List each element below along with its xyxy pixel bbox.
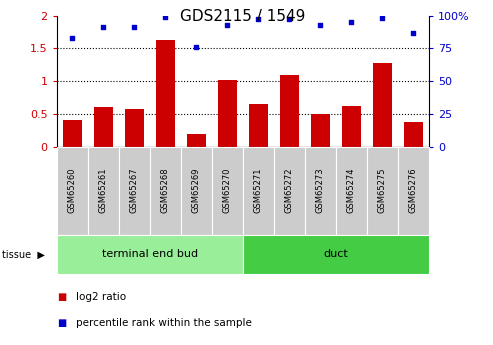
Bar [249,104,268,147]
Text: terminal end bud: terminal end bud [102,249,198,259]
Text: GSM65261: GSM65261 [99,168,108,213]
Bar [336,147,367,235]
Point [99,24,107,30]
Bar [125,109,143,147]
Text: ■: ■ [57,292,66,302]
Text: tissue  ▶: tissue ▶ [2,249,45,259]
Text: ■: ■ [57,318,66,327]
Text: log2 ratio: log2 ratio [76,292,127,302]
Point [223,22,231,28]
Bar [187,134,206,147]
Text: GSM65271: GSM65271 [254,168,263,213]
Point [348,19,355,25]
Text: GSM65274: GSM65274 [347,168,356,213]
Text: GSM65267: GSM65267 [130,168,139,214]
Bar [119,147,150,235]
Bar [181,147,212,235]
Text: GSM65272: GSM65272 [285,168,294,213]
Bar [94,107,112,147]
Point [254,17,262,22]
Text: GSM65273: GSM65273 [316,168,325,214]
Bar [311,114,330,147]
Bar [57,147,88,235]
Bar [367,147,398,235]
Bar [212,147,243,235]
Bar [150,147,181,235]
Text: GSM65270: GSM65270 [223,168,232,213]
Bar [63,120,81,147]
Bar [274,147,305,235]
Point [285,17,293,22]
Bar [243,235,429,274]
Bar [156,40,175,147]
Point [130,24,138,30]
Point [379,16,387,21]
Bar [373,63,391,147]
Bar [342,106,361,147]
Bar [218,80,237,147]
Text: duct: duct [323,249,348,259]
Text: percentile rank within the sample: percentile rank within the sample [76,318,252,327]
Text: GSM65268: GSM65268 [161,168,170,214]
Point [68,35,76,41]
Bar [398,147,429,235]
Point [161,14,169,20]
Point [192,44,200,50]
Point [317,22,324,28]
Text: GSM65276: GSM65276 [409,168,418,214]
Text: GDS2115 / 1549: GDS2115 / 1549 [180,9,306,23]
Bar [305,147,336,235]
Bar [280,75,299,147]
Bar [404,122,423,147]
Bar [88,147,119,235]
Text: GSM65275: GSM65275 [378,168,387,213]
Bar [57,235,243,274]
Point [410,30,418,35]
Text: GSM65260: GSM65260 [68,168,77,213]
Text: GSM65269: GSM65269 [192,168,201,213]
Bar [243,147,274,235]
